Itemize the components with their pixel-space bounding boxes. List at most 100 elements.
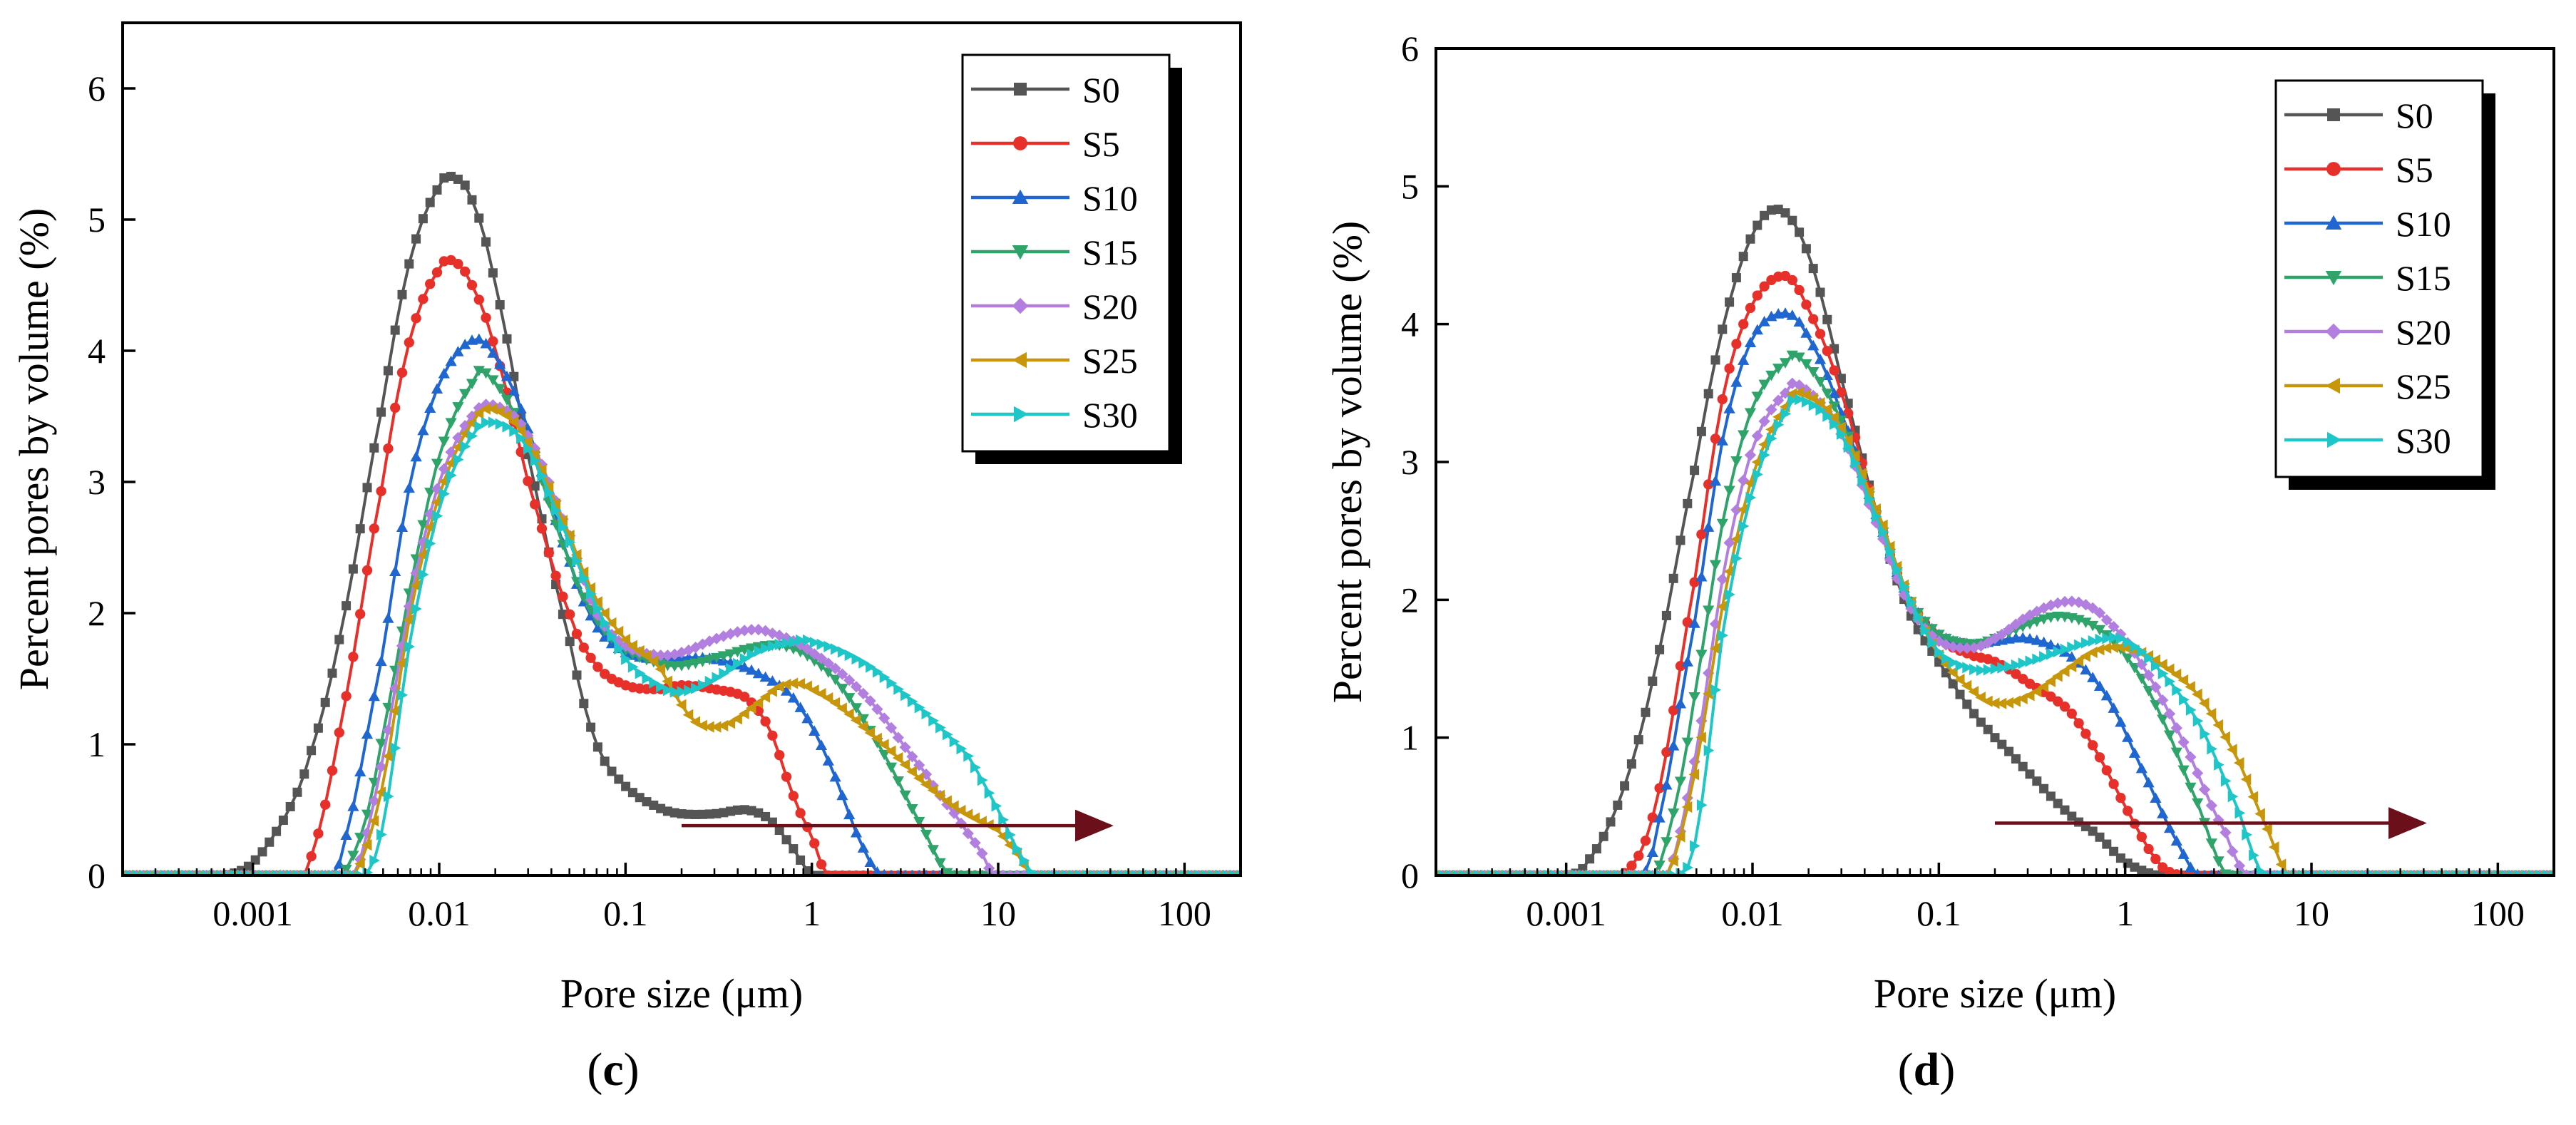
series-point-S10 <box>487 347 499 358</box>
series-point-S20 <box>836 668 848 680</box>
x-tick-label: 10 <box>2294 893 2329 933</box>
series-point-S15 <box>906 804 918 815</box>
series-point-S15 <box>2080 617 2092 629</box>
series-point-S30 <box>621 653 632 665</box>
series-point-S30 <box>1885 546 1897 558</box>
series-point-S5 <box>571 628 583 639</box>
series-point-S25 <box>829 697 841 709</box>
series-point-S10 <box>354 766 366 776</box>
series-point-S30 <box>963 750 974 762</box>
series-point-S10 <box>794 702 806 712</box>
series-point-S10 <box>480 337 492 349</box>
series-point-S0 <box>1661 610 1671 620</box>
series-point-S15 <box>2045 612 2057 623</box>
series-point-S20 <box>2093 607 2106 619</box>
series-point-S25 <box>361 839 372 851</box>
series-point-S30 <box>516 432 527 444</box>
series-point-S30 <box>2109 631 2120 644</box>
series-point-S20 <box>1947 641 1959 653</box>
series-point-S30 <box>1906 596 1917 608</box>
series-point-S0 <box>635 793 645 803</box>
series-point-S25 <box>2247 791 2259 803</box>
series-point-S30 <box>956 743 968 755</box>
series-point-S30 <box>984 787 995 799</box>
legend-marker <box>1012 351 1027 369</box>
series-point-S25 <box>529 448 540 461</box>
series-point-S5 <box>592 662 603 672</box>
series-point-S25 <box>745 702 756 714</box>
series-point-S0 <box>411 234 421 244</box>
series-point-S0 <box>669 808 679 818</box>
series-point-S20 <box>878 712 891 724</box>
series-point-S20 <box>1961 642 1973 654</box>
x-tick-label: 10 <box>980 893 1016 933</box>
series-point-S20 <box>850 681 863 693</box>
series-point-S0 <box>474 213 484 223</box>
series-point-S30 <box>691 682 702 694</box>
chart-panel-c: 0 1 2 3 4 5 6 0.001 0.01 0.1 1 10 100 Pore size (μm) P… <box>11 21 1242 1096</box>
series-point-S0 <box>697 809 707 819</box>
series-point-S5 <box>1808 314 1819 324</box>
series-point-S25 <box>787 677 799 689</box>
series-point-S5 <box>466 279 478 291</box>
series-point-S30 <box>572 555 583 567</box>
series-point-S5 <box>788 791 799 801</box>
series-point-S30 <box>1005 828 1016 841</box>
series-point-S10 <box>864 856 876 868</box>
series-point-S15 <box>732 647 744 658</box>
series-point-S0 <box>789 844 799 854</box>
series-point-S20 <box>857 687 869 699</box>
series-point-S10 <box>2108 702 2120 713</box>
series-point-S0 <box>460 180 470 190</box>
series-point-S25 <box>815 688 826 700</box>
series-point-S30 <box>712 672 723 684</box>
series-point-S10 <box>2170 835 2182 846</box>
series-point-S15 <box>480 368 492 379</box>
series-point-S5 <box>2080 729 2091 739</box>
series-point-S25 <box>2108 641 2119 653</box>
series-point-S10 <box>1765 310 1777 322</box>
series-point-S25 <box>836 702 847 714</box>
series-point-S10 <box>2143 776 2155 788</box>
series-point-S25 <box>640 649 652 662</box>
series-point-S30 <box>1948 657 1959 669</box>
series-point-S5 <box>460 266 471 277</box>
series-point-S25 <box>955 804 966 817</box>
series-point-S10 <box>410 451 422 462</box>
series-point-S20 <box>2100 614 2113 626</box>
series-point-S25 <box>1730 533 1741 545</box>
series-point-S30 <box>1913 610 1924 623</box>
series-point-S5 <box>565 609 575 620</box>
series-point-S25 <box>969 812 980 824</box>
series-point-S10 <box>2135 762 2147 774</box>
series-point-S25 <box>1849 450 1860 462</box>
series-point-S5 <box>816 859 827 870</box>
series-point-S0 <box>1626 759 1636 769</box>
series-point-S15 <box>1730 456 1743 467</box>
series-point-S10 <box>445 355 457 366</box>
y-tick-label: 2 <box>1401 580 1419 620</box>
series-point-S30 <box>893 683 904 695</box>
series-point-S15 <box>501 395 513 406</box>
y-tick-label: 6 <box>1401 29 1419 68</box>
series-point-S25 <box>1821 403 1832 416</box>
series-point-S25 <box>445 457 456 469</box>
series-point-S30 <box>1753 468 1763 481</box>
series-point-S25 <box>913 772 924 784</box>
series-point-S25 <box>1835 421 1846 433</box>
series-point-S5 <box>404 337 414 348</box>
series-point-S30 <box>418 568 429 581</box>
series-point-S25 <box>710 721 722 733</box>
series-point-S0 <box>704 809 714 819</box>
series-point-S5 <box>1815 329 1826 339</box>
series-point-S25 <box>899 759 910 771</box>
series-point-S15 <box>1933 630 1945 640</box>
series-point-S25 <box>2100 642 2112 654</box>
series-point-S10 <box>340 829 352 841</box>
series-point-S15 <box>2170 747 2182 759</box>
series-point-S25 <box>620 633 631 646</box>
series-point-S5 <box>327 765 338 776</box>
series-point-S25 <box>1856 467 1867 480</box>
series-point-S0 <box>418 214 428 224</box>
series-point-S30 <box>1808 399 1820 411</box>
